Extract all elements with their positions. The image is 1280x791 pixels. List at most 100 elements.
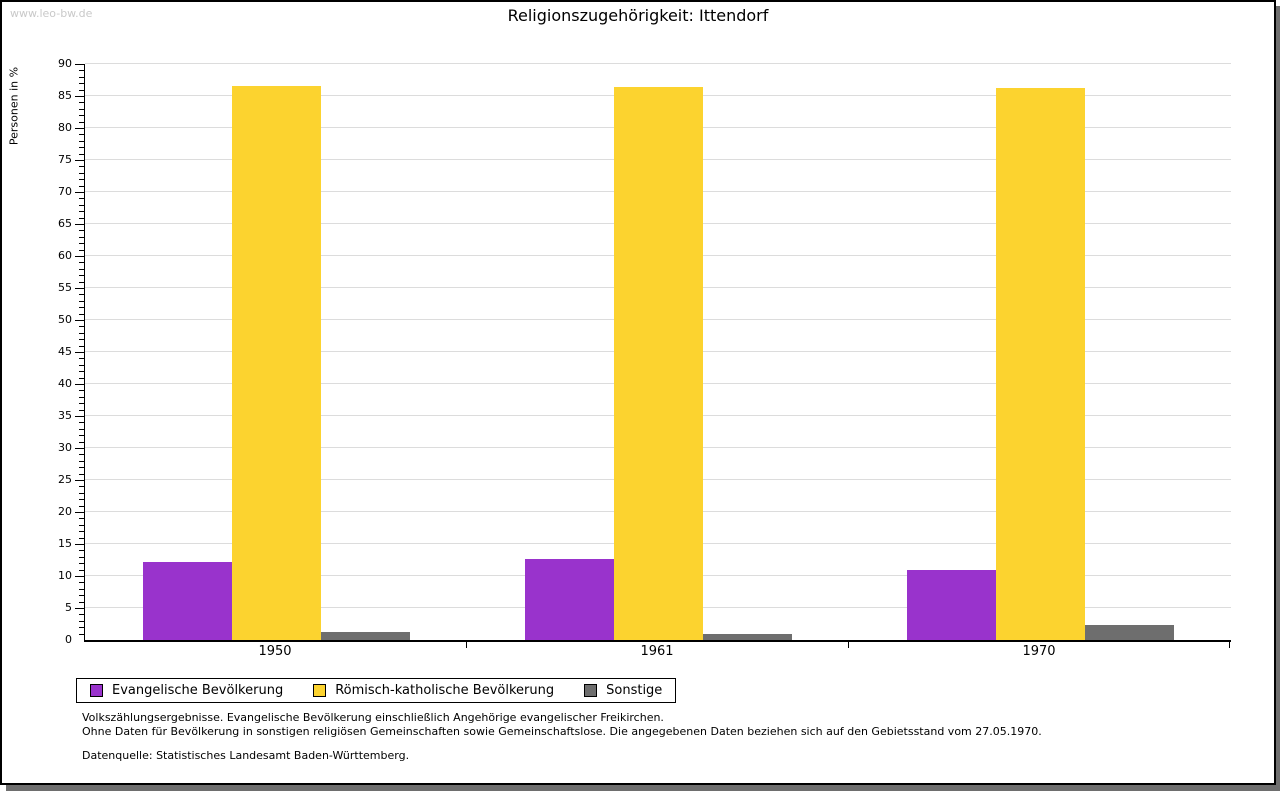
y-minor-tick-4 xyxy=(79,614,84,616)
y-minor-tick-8 xyxy=(79,588,84,590)
legend-item-evangelische-bev-lkerung: Evangelische Bevölkerung xyxy=(90,683,283,698)
y-major-tick-40 xyxy=(75,384,84,385)
y-minor-tick-13 xyxy=(79,556,84,558)
y-minor-tick-19 xyxy=(79,518,84,520)
y-minor-tick-11 xyxy=(79,569,84,571)
y-major-tick-25 xyxy=(75,480,84,481)
bar-evangelische-bev-lkerung-1950 xyxy=(143,562,232,640)
y-minor-tick-53 xyxy=(79,300,84,302)
y-minor-tick-72 xyxy=(79,179,84,181)
y-minor-tick-26 xyxy=(79,473,84,475)
y-minor-tick-81 xyxy=(79,121,84,123)
y-minor-tick-17 xyxy=(79,531,84,533)
footnote-line-1: Volkszählungsergebnisse. Evangelische Be… xyxy=(82,711,664,724)
y-minor-tick-7 xyxy=(79,595,84,597)
y-minor-tick-87 xyxy=(79,83,84,85)
bar-r-misch-katholische-bev-lkerung-1961 xyxy=(614,87,703,640)
y-minor-tick-1 xyxy=(79,633,84,635)
y-minor-tick-86 xyxy=(79,89,84,91)
bar-sonstige-1970 xyxy=(1085,625,1174,640)
y-minor-tick-78 xyxy=(79,140,84,142)
y-tick-label-20: 20 xyxy=(58,505,72,518)
y-tick-label-90: 90 xyxy=(58,57,72,70)
legend-label-evangelische-bev-lkerung: Evangelische Bevölkerung xyxy=(112,683,284,698)
y-tick-label-0: 0 xyxy=(65,633,72,646)
legend-item-r-misch-katholische-bev-lkerung: Römisch-katholische Bevölkerung xyxy=(313,683,554,698)
y-minor-tick-28 xyxy=(79,460,84,462)
footnote-line-2: Ohne Daten für Bevölkerung in sonstigen … xyxy=(82,724,1042,738)
y-tick-label-55: 55 xyxy=(58,281,72,294)
y-minor-tick-66 xyxy=(79,217,84,219)
y-minor-tick-27 xyxy=(79,467,84,469)
legend-swatch-evangelische-bev-lkerung xyxy=(90,684,103,697)
y-major-tick-80 xyxy=(75,128,84,129)
y-minor-tick-64 xyxy=(79,230,84,232)
y-minor-tick-73 xyxy=(79,172,84,174)
y-minor-tick-67 xyxy=(79,211,84,213)
y-minor-tick-43 xyxy=(79,364,84,366)
y-minor-tick-14 xyxy=(79,550,84,552)
y-major-tick-30 xyxy=(75,448,84,449)
x-tick-2 xyxy=(848,642,849,648)
y-minor-tick-59 xyxy=(79,262,84,264)
y-minor-tick-42 xyxy=(79,371,84,373)
y-minor-tick-79 xyxy=(79,134,84,136)
footnotes: Volkszählungsergebnisse. Evangelische Be… xyxy=(82,711,1042,763)
y-minor-tick-31 xyxy=(79,441,84,443)
y-minor-tick-88 xyxy=(79,76,84,78)
legend: Evangelische Bevölkerung Römisch-katholis… xyxy=(76,678,677,703)
y-major-tick-55 xyxy=(75,288,84,289)
y-tick-label-70: 70 xyxy=(58,185,72,198)
y-tick-label-5: 5 xyxy=(65,601,72,614)
y-minor-tick-84 xyxy=(79,102,84,104)
y-minor-tick-12 xyxy=(79,563,84,565)
y-minor-tick-9 xyxy=(79,582,84,584)
bar-r-misch-katholische-bev-lkerung-1970 xyxy=(996,88,1085,640)
y-tick-label-65: 65 xyxy=(58,217,72,230)
bar-evangelische-bev-lkerung-1970 xyxy=(907,570,996,640)
y-minor-tick-16 xyxy=(79,537,84,539)
y-minor-tick-3 xyxy=(79,620,84,622)
y-tick-label-80: 80 xyxy=(58,121,72,134)
y-major-tick-75 xyxy=(75,160,84,161)
y-major-tick-20 xyxy=(75,512,84,513)
y-minor-tick-69 xyxy=(79,198,84,200)
y-major-tick-65 xyxy=(75,224,84,225)
y-tick-label-40: 40 xyxy=(58,377,72,390)
y-minor-tick-41 xyxy=(79,377,84,379)
y-tick-label-85: 85 xyxy=(58,89,72,102)
y-tick-label-45: 45 xyxy=(58,345,72,358)
y-minor-tick-32 xyxy=(79,435,84,437)
y-major-tick-45 xyxy=(75,352,84,353)
y-minor-tick-62 xyxy=(79,243,84,245)
bar-sonstige-1950 xyxy=(321,632,410,640)
y-minor-tick-56 xyxy=(79,281,84,283)
category-label-1950: 1950 xyxy=(258,644,292,659)
y-minor-tick-18 xyxy=(79,524,84,526)
y-tick-label-25: 25 xyxy=(58,473,72,486)
x-tick-1 xyxy=(466,642,467,648)
category-label-1961: 1961 xyxy=(640,644,674,659)
y-minor-tick-48 xyxy=(79,332,84,334)
y-minor-tick-76 xyxy=(79,153,84,155)
y-minor-tick-38 xyxy=(79,396,84,398)
y-major-tick-15 xyxy=(75,544,84,545)
watermark: www.leo-bw.de xyxy=(10,7,93,20)
legend-swatch-sonstige xyxy=(584,684,598,697)
y-minor-tick-57 xyxy=(79,275,84,277)
legend-swatch-r-misch-katholische-bev-lkerung xyxy=(313,684,327,697)
y-major-tick-5 xyxy=(75,608,84,609)
y-major-tick-85 xyxy=(75,96,84,97)
x-tick-3 xyxy=(1229,642,1230,648)
y-minor-tick-52 xyxy=(79,307,84,309)
plot-area xyxy=(84,63,1231,642)
y-minor-tick-47 xyxy=(79,339,84,341)
chart-title: Religionszugehörigkeit: Ittendorf xyxy=(507,6,769,25)
y-minor-tick-63 xyxy=(79,236,84,238)
y-minor-tick-36 xyxy=(79,409,84,411)
y-minor-tick-82 xyxy=(79,115,84,117)
y-minor-tick-58 xyxy=(79,268,84,270)
legend-item-sonstige: Sonstige xyxy=(584,683,662,698)
y-minor-tick-46 xyxy=(79,345,84,347)
